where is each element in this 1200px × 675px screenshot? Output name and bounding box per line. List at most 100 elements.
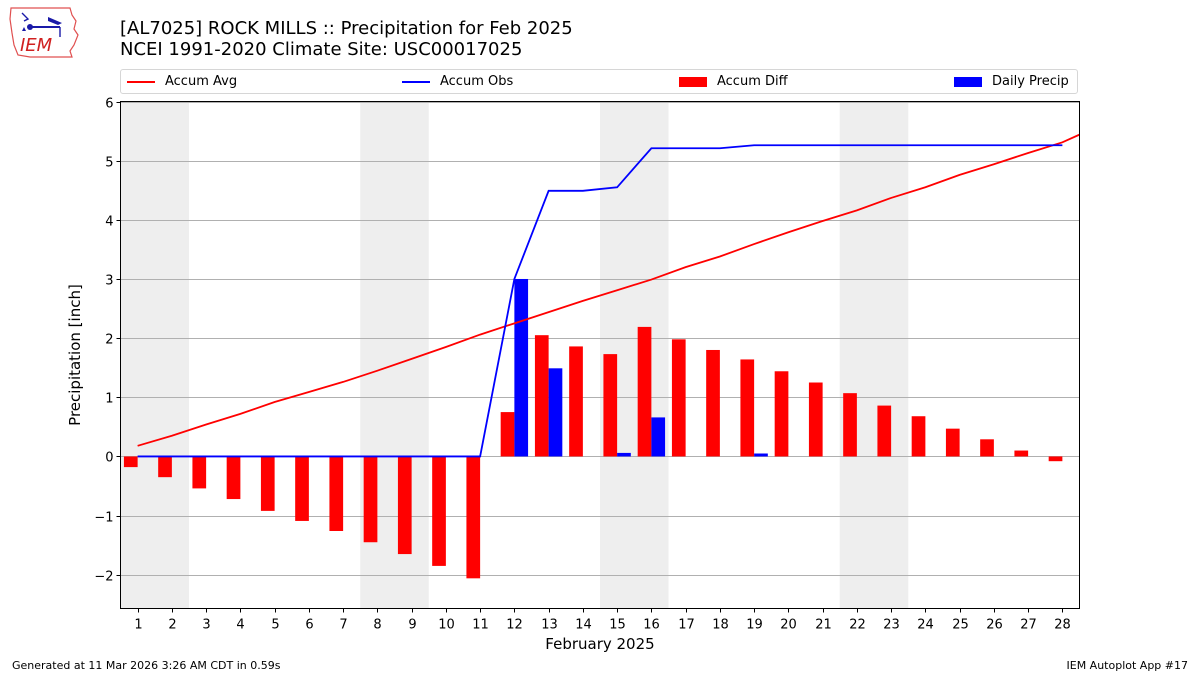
accum-diff-bar — [637, 326, 652, 457]
title-line-1: [AL7025] ROCK MILLS :: Precipitation for… — [120, 18, 573, 39]
iem-logo: IEM — [8, 5, 80, 59]
x-tick-label: 10 — [438, 618, 455, 633]
x-tick-label: 3 — [202, 618, 210, 633]
bars — [123, 278, 1063, 579]
y-tick-label: 1 — [105, 392, 113, 407]
accum-diff-bar — [774, 371, 789, 457]
daily-precip-bar — [548, 368, 563, 457]
accum-diff-bar — [1014, 450, 1029, 457]
accum-diff-bar — [158, 456, 172, 478]
x-tick-label: 8 — [373, 618, 381, 633]
accum-diff-bar — [466, 456, 481, 579]
legend: Accum Avg Accum Obs Accum Diff Daily Pre… — [120, 69, 1078, 94]
accum-diff-bar — [911, 416, 926, 457]
accum-diff-bar — [980, 439, 994, 457]
accum-obs-line — [137, 144, 1063, 458]
accum-diff-bar — [1048, 456, 1063, 462]
legend-label-accum-diff: Accum Diff — [717, 74, 788, 89]
x-tick-label: 26 — [986, 618, 1003, 633]
y-tick-label: 0 — [105, 451, 113, 466]
accum-diff-bar — [295, 456, 309, 521]
x-tick-label: 23 — [883, 618, 900, 633]
x-tick-label: 17 — [678, 618, 695, 633]
accum-diff-bar — [706, 349, 720, 457]
x-tick-label: 27 — [1020, 618, 1037, 633]
accum-diff-bar — [500, 412, 515, 457]
x-tick-label: 16 — [643, 618, 660, 633]
accum-diff-bar — [363, 456, 378, 543]
generated-timestamp: Generated at 11 Mar 2026 3:26 AM CDT in … — [12, 659, 281, 672]
y-axis-label: Precipitation [inch] — [66, 284, 84, 426]
chart-title: [AL7025] ROCK MILLS :: Precipitation for… — [120, 18, 573, 60]
legend-swatch-accum-avg — [127, 81, 155, 83]
x-tick-label: 6 — [305, 618, 313, 633]
x-tick-label: 21 — [815, 618, 832, 633]
y-tick-label: 5 — [105, 156, 113, 171]
x-tick-label: 2 — [168, 618, 176, 633]
x-tick-label: 28 — [1054, 618, 1071, 633]
accum-diff-bar — [123, 456, 138, 468]
x-tick-label: 20 — [780, 618, 797, 633]
legend-label-accum-avg: Accum Avg — [165, 74, 238, 89]
accum-diff-bar — [192, 456, 207, 489]
accum-diff-bar — [260, 456, 275, 511]
x-tick-label: 19 — [746, 618, 763, 633]
y-tick-label: 4 — [105, 215, 113, 230]
legend-item-accum-diff: Accum Diff — [679, 74, 788, 90]
x-tick-label: 1 — [134, 618, 142, 633]
accum-diff-bar — [569, 346, 583, 457]
accum-diff-bar — [534, 335, 549, 457]
accum-diff-bar — [671, 339, 686, 457]
title-line-2: NCEI 1991-2020 Climate Site: USC00017025 — [120, 39, 523, 60]
x-tick-label: 24 — [917, 618, 934, 633]
accum-diff-bar — [877, 405, 892, 457]
daily-precip-bar — [617, 452, 631, 457]
y-tick-label: 2 — [105, 333, 113, 348]
y-tick-label: 3 — [105, 274, 113, 289]
legend-item-accum-obs: Accum Obs — [402, 74, 513, 90]
accum-avg-line — [137, 133, 1080, 447]
axes-frame — [120, 101, 1080, 609]
legend-swatch-accum-obs — [402, 81, 430, 83]
x-axis-label: February 2025 — [545, 635, 654, 653]
legend-swatch-accum-diff — [679, 77, 707, 87]
daily-precip-bar — [514, 278, 529, 457]
accum-diff-bar — [945, 428, 960, 457]
lines — [137, 133, 1080, 458]
x-tick-label: 25 — [952, 618, 969, 633]
x-tick-label: 4 — [236, 618, 244, 633]
accum-diff-bar — [843, 393, 857, 457]
iem-logo-icon: IEM — [9, 7, 79, 58]
accum-diff-bar — [432, 456, 446, 566]
x-tick-label: 9 — [408, 618, 416, 633]
legend-label-accum-obs: Accum Obs — [440, 74, 514, 89]
x-tick-label: 5 — [271, 618, 279, 633]
x-tick-label: 13 — [541, 618, 558, 633]
accum-diff-bar — [329, 456, 344, 532]
y-axis-ticks: −2 −1 0 1 2 3 4 5 6 — [94, 97, 121, 585]
y-tick-label: 6 — [105, 97, 113, 112]
accum-diff-bar — [603, 354, 618, 457]
legend-item-daily-precip: Daily Precip — [954, 74, 1069, 90]
x-tick-label: 11 — [472, 618, 489, 633]
y-tick-label: −1 — [94, 511, 113, 526]
x-tick-label: 22 — [849, 618, 866, 633]
x-tick-label: 12 — [506, 618, 523, 633]
logo-text: IEM — [20, 35, 53, 56]
weekend-shade-span — [839, 101, 909, 609]
accum-diff-bar — [808, 382, 823, 457]
x-axis-ticks: 1 2 3 4 5 6 7 8 9 10 11 12 13 14 15 16 17 18 19 20 21 22 23 24 2… — [134, 608, 1071, 633]
legend-item-accum-avg: Accum Avg — [127, 74, 237, 90]
accum-diff-bar — [226, 456, 241, 500]
daily-precip-bar — [651, 417, 666, 457]
accum-diff-bar — [740, 359, 755, 457]
accum-diff-bar — [397, 456, 412, 555]
x-tick-label: 7 — [339, 618, 347, 633]
x-tick-label: 14 — [575, 618, 592, 633]
app-label: IEM Autoplot App #17 — [1066, 659, 1189, 672]
legend-swatch-daily-precip — [954, 77, 982, 87]
y-tick-label: −2 — [94, 570, 113, 585]
weekend-shade-span — [120, 101, 189, 609]
x-tick-label: 18 — [712, 618, 729, 633]
